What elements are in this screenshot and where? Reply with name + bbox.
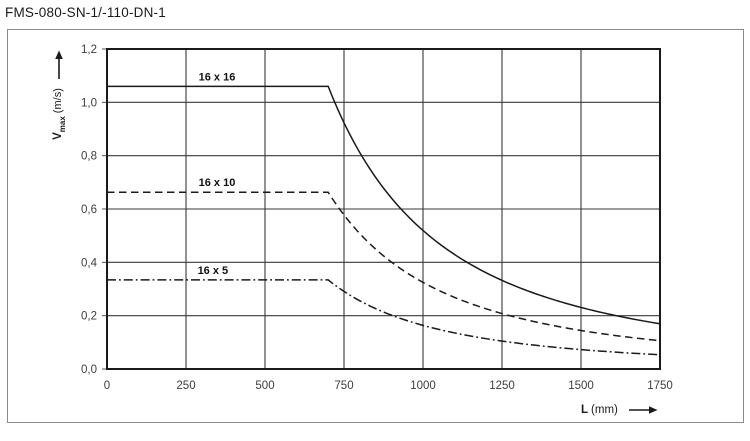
page-title: FMS-080-SN-1/-110-DN-1 xyxy=(5,5,166,20)
y-axis-unit: (m/s) xyxy=(51,88,64,114)
y-tick-label: 1,2 xyxy=(81,44,97,56)
x-tick-label: 1250 xyxy=(489,380,515,392)
series-label-16x16: 16 x 16 xyxy=(199,71,236,83)
x-tick-label: 0 xyxy=(104,380,110,392)
y-axis-symbol: V xyxy=(51,132,64,140)
x-axis-symbol: L xyxy=(581,404,589,416)
y-tick-label: 0,0 xyxy=(81,364,97,376)
right-arrow-icon xyxy=(628,406,658,414)
y-tick-label: 0,8 xyxy=(81,151,97,163)
x-tick-label: 750 xyxy=(334,380,353,392)
series-line-16x10 xyxy=(107,191,661,342)
series-line-16x5 xyxy=(107,279,661,356)
x-tick-label: 500 xyxy=(255,380,274,392)
y-tick-label: 0,2 xyxy=(81,311,97,323)
series-line-16x16 xyxy=(107,85,661,325)
x-tick-label: 1000 xyxy=(410,380,436,392)
y-tick-label: 1,0 xyxy=(81,97,97,109)
chart-frame xyxy=(7,29,744,423)
y-axis-subscript: max xyxy=(58,116,68,133)
x-axis-label-text: L (mm) xyxy=(581,404,618,416)
series-label-16x5: 16 x 5 xyxy=(198,265,229,277)
x-axis-unit: (mm) xyxy=(591,404,618,416)
x-tick-label: 1750 xyxy=(647,380,673,392)
x-tick-label: 1500 xyxy=(568,380,594,392)
y-tick-label: 0,4 xyxy=(81,257,98,269)
y-axis-label: Vmax (m/s) xyxy=(51,45,67,145)
series-label-16x10: 16 x 10 xyxy=(199,177,236,189)
y-tick-label: 0,6 xyxy=(81,204,97,216)
x-axis-label: L (mm) xyxy=(581,402,658,418)
x-tick-label: 250 xyxy=(176,380,195,392)
up-arrow-icon xyxy=(55,50,63,80)
y-axis-label-text: Vmax (m/s) xyxy=(51,88,68,140)
plot-border xyxy=(106,48,661,370)
